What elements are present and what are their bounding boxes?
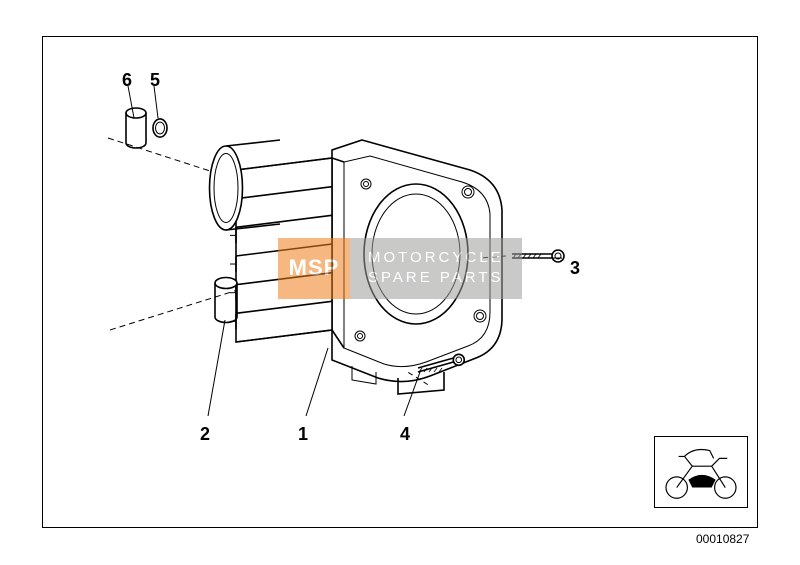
callout-1: 1: [298, 424, 308, 445]
exploded-diagram: [42, 36, 758, 528]
diagram-id: 00010827: [696, 532, 749, 546]
locator-box: [654, 436, 748, 508]
callout-5: 5: [150, 70, 160, 91]
callout-2: 2: [200, 424, 210, 445]
locator-motorcycle-icon: [655, 437, 747, 507]
callout-6: 6: [122, 70, 132, 91]
callout-3: 3: [570, 258, 580, 279]
callout-4: 4: [400, 424, 410, 445]
